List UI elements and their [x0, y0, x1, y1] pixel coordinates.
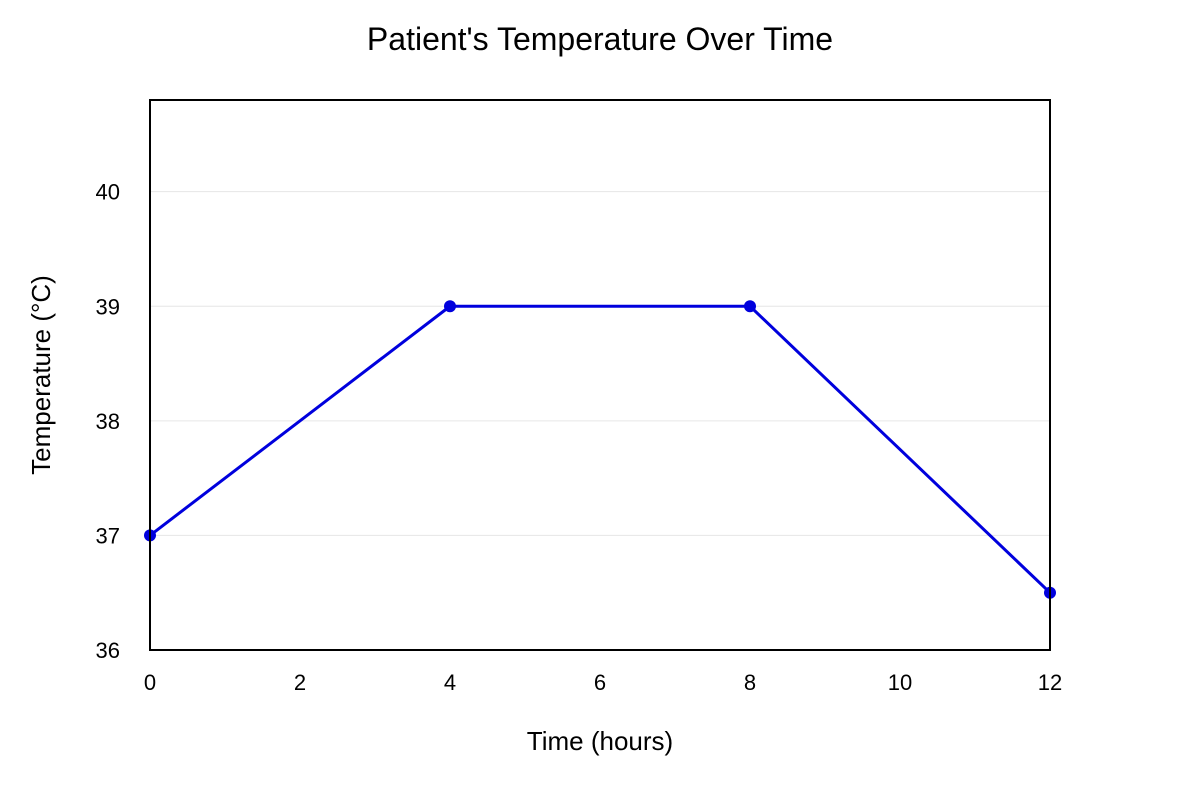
- grid-lines: [150, 191, 1050, 536]
- series-layer: [144, 300, 1056, 599]
- y-tick-label: 37: [96, 523, 120, 548]
- x-tick-label: 8: [744, 670, 756, 695]
- data-point: [744, 300, 756, 313]
- x-tick-label: 4: [444, 670, 456, 695]
- tick-labels: 36 37 38 39 40 0 2 4 6 8 10 12: [96, 180, 1063, 695]
- data-point: [444, 300, 456, 313]
- x-tick-label: 12: [1038, 670, 1062, 695]
- x-tick-label: 10: [888, 670, 912, 695]
- y-tick-label: 36: [96, 638, 120, 663]
- x-tick-label: 2: [294, 670, 306, 695]
- x-axis-label: Time (hours): [527, 726, 673, 756]
- y-tick-label: 39: [96, 294, 120, 319]
- plot-frame: [149, 99, 1051, 651]
- y-axis-label: Temperature (°C): [26, 275, 56, 475]
- chart-title: Patient's Temperature Over Time: [367, 21, 833, 57]
- x-tick-label: 0: [144, 670, 156, 695]
- series-line: [149, 304, 1052, 594]
- y-tick-label: 40: [96, 180, 120, 205]
- x-tick-label: 6: [594, 670, 606, 695]
- y-tick-label: 38: [96, 409, 120, 434]
